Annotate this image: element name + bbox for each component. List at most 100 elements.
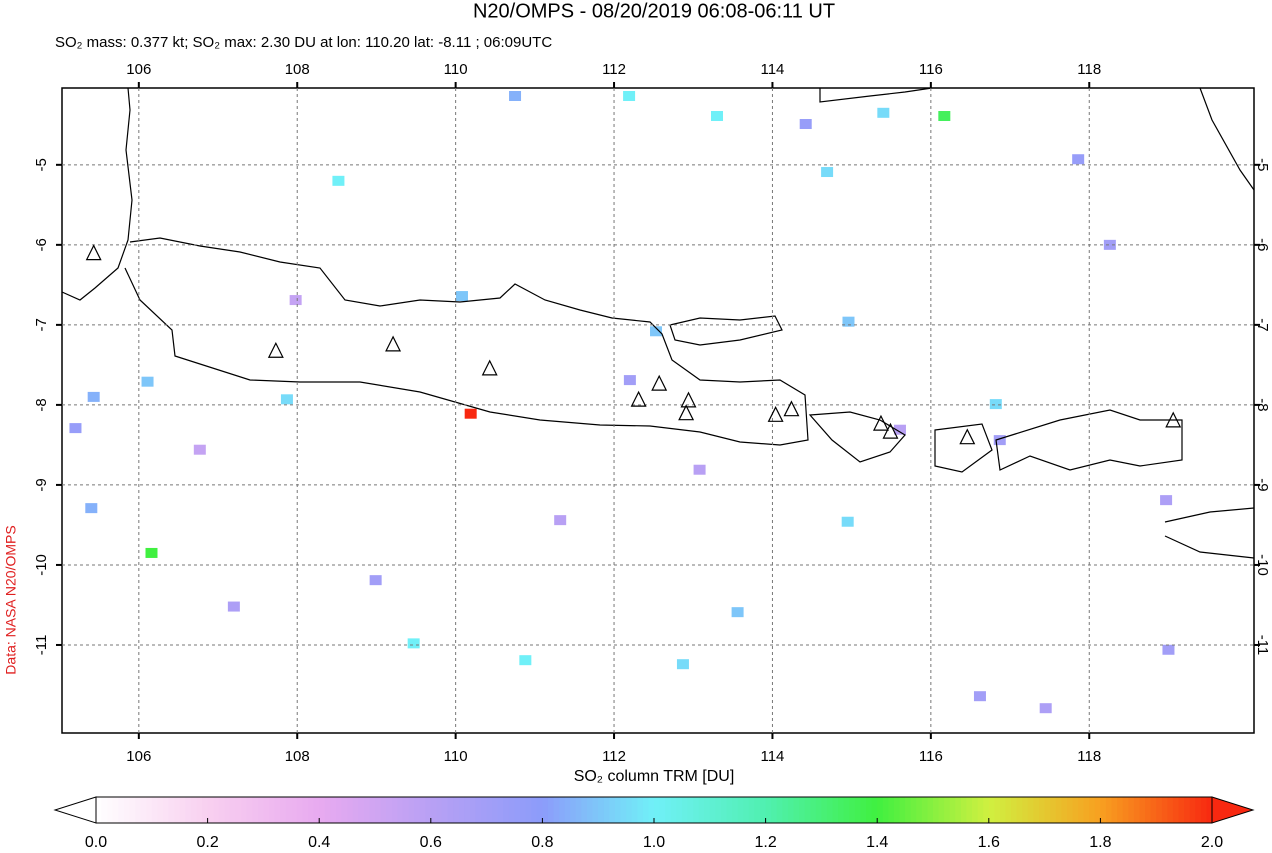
- colorbar-segment: [587, 797, 594, 823]
- colorbar-segment: [938, 797, 945, 823]
- colorbar-segment: [1189, 797, 1196, 823]
- colorbar-segment: [665, 797, 672, 823]
- so2-pixel: [1162, 644, 1175, 655]
- colorbar-segment: [704, 797, 711, 823]
- volcano: [1165, 411, 1182, 428]
- x-tick-label: 112: [602, 748, 626, 765]
- colorbar-segment: [246, 797, 253, 823]
- colorbar-segment: [598, 797, 605, 823]
- so2-pixel: [332, 175, 345, 186]
- colorbar-segment: [330, 797, 337, 823]
- colorbar-segment: [999, 797, 1007, 823]
- colorbar-segment: [414, 797, 421, 823]
- colorbar-segment: [637, 797, 644, 823]
- colorbar-segment: [670, 797, 677, 823]
- colorbar-segment: [787, 797, 795, 823]
- colorbar-tick-label: 0.8: [531, 834, 553, 851]
- so2-pixel: [1103, 239, 1116, 250]
- colorbar-segment: [648, 797, 655, 823]
- volcano: [85, 244, 102, 261]
- colorbar-tick-label: 0.4: [308, 834, 330, 851]
- volcano: [651, 374, 668, 391]
- volcano: [767, 405, 784, 422]
- so2-pixel: [227, 601, 240, 612]
- coast-lombok: [934, 423, 993, 473]
- colorbar-segment: [988, 797, 995, 823]
- colorbar-segment: [726, 797, 733, 823]
- colorbar-segment: [453, 797, 460, 823]
- x-tick-label: 110: [444, 748, 468, 765]
- colorbar-segment: [1072, 797, 1079, 823]
- so2-pixel: [938, 111, 951, 122]
- colorbar-segment: [520, 797, 527, 823]
- colorbar-segment: [715, 797, 722, 823]
- colorbar-segment: [838, 797, 845, 823]
- colorbar-segment: [709, 797, 716, 823]
- colorbar-segment: [341, 797, 348, 823]
- y-tick-label: -7: [33, 318, 50, 331]
- colorbar-segment: [916, 797, 923, 823]
- so2-pixel: [87, 391, 100, 402]
- coast-borneo: [819, 87, 933, 103]
- y-tick-label: -6: [1254, 238, 1271, 251]
- colorbar-segment: [698, 797, 705, 823]
- colorbar-segment: [202, 797, 209, 823]
- colorbar-segment: [536, 797, 543, 823]
- colorbar-segment: [888, 797, 895, 823]
- so2-pixel: [69, 423, 82, 434]
- colorbar-segment: [687, 797, 694, 823]
- colorbar-segment: [843, 797, 850, 823]
- colorbar-segment: [1083, 797, 1090, 823]
- y-tick-label: -9: [1254, 478, 1271, 491]
- colorbar-segment: [280, 797, 287, 823]
- colorbar-segment: [241, 797, 248, 823]
- colorbar-segment: [893, 797, 901, 823]
- so2-pixel: [407, 638, 420, 649]
- colorbar-segment: [1200, 797, 1208, 823]
- colorbar-segment: [810, 797, 817, 823]
- colorbar-segment: [771, 797, 778, 823]
- colorbar-segment: [464, 797, 471, 823]
- coast-sumba: [1164, 507, 1255, 559]
- colorbar-segment: [1178, 797, 1185, 823]
- coast-sumbawa: [995, 409, 1183, 471]
- so2-pixel: [554, 515, 567, 526]
- colorbar-segment: [1122, 797, 1129, 823]
- volcano: [678, 404, 695, 421]
- coast-bali: [808, 411, 906, 463]
- colorbar-segment: [1011, 797, 1018, 823]
- colorbar-segment: [296, 797, 304, 823]
- colorbar-segment: [481, 797, 488, 823]
- coast-sulawesi: [1199, 87, 1255, 191]
- x-tick-label: 114: [760, 748, 784, 765]
- colorbar-segment: [508, 797, 516, 823]
- colorbar-segment: [213, 797, 220, 823]
- colorbar-tick-label: 1.6: [978, 834, 1000, 851]
- colorbar-segment: [190, 797, 198, 823]
- colorbar-segment: [319, 797, 326, 823]
- colorbar-segment: [1105, 797, 1113, 823]
- x-tick-label: 108: [285, 61, 310, 78]
- colorbar-segment: [564, 797, 571, 823]
- so2-pixel: [993, 435, 1006, 446]
- colorbar-segment: [179, 797, 186, 823]
- colorbar-tick-label: 0.6: [420, 834, 442, 851]
- colorbar-segment: [620, 797, 627, 823]
- colorbar-segment: [899, 797, 906, 823]
- colorbar-segment: [308, 797, 315, 823]
- coastlines: [61, 87, 1255, 559]
- so2-pixel: [1072, 154, 1085, 165]
- so2-pixel: [145, 547, 158, 558]
- so2-pixel: [369, 575, 382, 586]
- colorbar-segment: [107, 797, 114, 823]
- colorbar-high-arrow: [1211, 796, 1255, 824]
- colorbar-segment: [765, 797, 772, 823]
- colorbar-segment: [352, 797, 359, 823]
- colorbar-segment: [559, 797, 566, 823]
- colorbar-segment: [302, 797, 309, 823]
- colorbar-segment: [983, 797, 990, 823]
- colorbar-segment: [871, 797, 878, 823]
- so2-pixel: [893, 424, 906, 435]
- x-tick-label: 116: [919, 748, 943, 765]
- colorbar-segment: [882, 797, 889, 823]
